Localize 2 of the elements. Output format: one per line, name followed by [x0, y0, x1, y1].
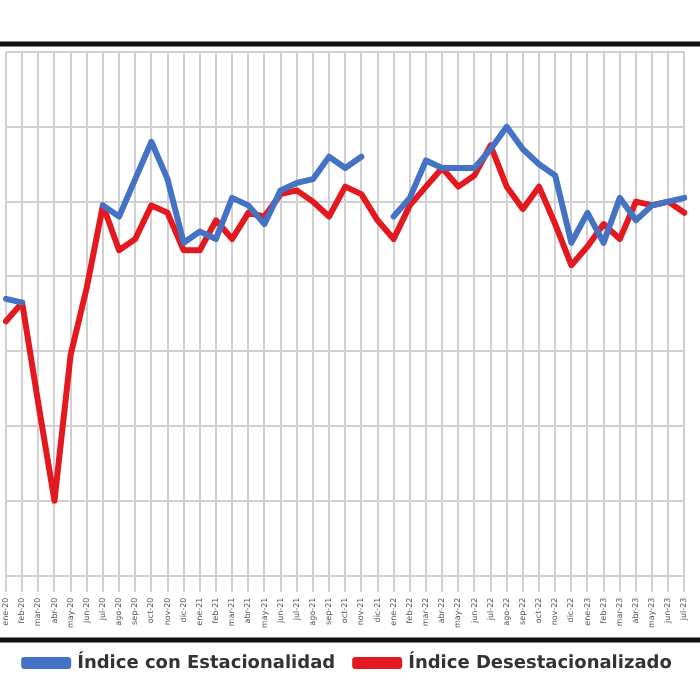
legend-label: Índice con Estacionalidad — [77, 649, 336, 674]
legend-label: Índice Desestacionalizado — [408, 649, 672, 674]
